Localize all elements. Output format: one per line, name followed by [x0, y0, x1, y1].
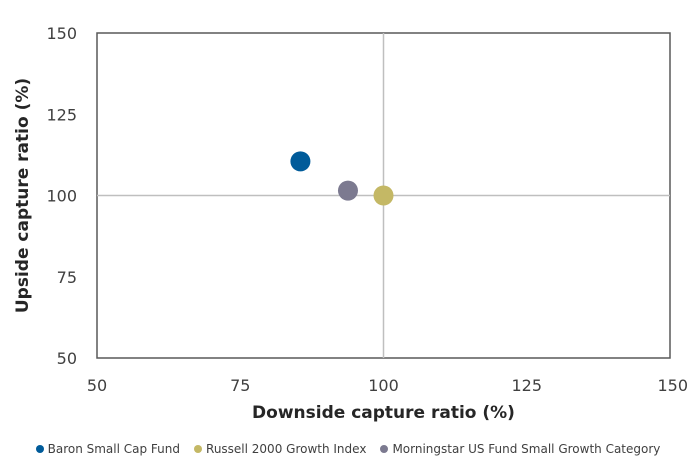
legend-item: Morningstar US Fund Small Growth Categor…	[380, 442, 660, 456]
legend-label: Baron Small Cap Fund	[47, 441, 181, 456]
y-tick-label: 50	[57, 349, 77, 368]
legend-item: Russell 2000 Growth Index	[194, 442, 366, 456]
x-tick-label: 75	[230, 376, 250, 395]
legend-marker	[194, 444, 203, 453]
data-point	[337, 180, 358, 201]
data-point	[290, 151, 311, 172]
y-tick-label: 75	[57, 268, 77, 287]
legend-label: Morningstar US Fund Small Growth Categor…	[392, 441, 661, 456]
x-tick-label: 50	[87, 376, 107, 395]
legend-item: Baron Small Cap Fund	[35, 441, 181, 456]
y-tick-label: 150	[46, 24, 77, 43]
legend: Baron Small Cap Fund Russell 2000 Growth …	[0, 440, 696, 457]
y-tick-label: 100	[46, 187, 77, 206]
x-tick-label: 100	[368, 376, 399, 395]
scatter-chart: 50 75 100 125 150 50 75 100 125 150 Downside captu…	[13, 24, 688, 423]
legend-marker	[35, 444, 44, 453]
x-tick-label: 125	[511, 376, 542, 395]
x-tick-label: 150	[657, 376, 688, 395]
y-axis-title: Upside capture ratio (%)	[13, 78, 33, 313]
x-axis-title: Downside capture ratio (%)	[252, 403, 515, 423]
legend-label: Russell 2000 Growth Index	[206, 441, 367, 456]
y-tick-label: 125	[46, 105, 77, 124]
data-point	[373, 185, 394, 206]
legend-marker	[380, 444, 389, 453]
